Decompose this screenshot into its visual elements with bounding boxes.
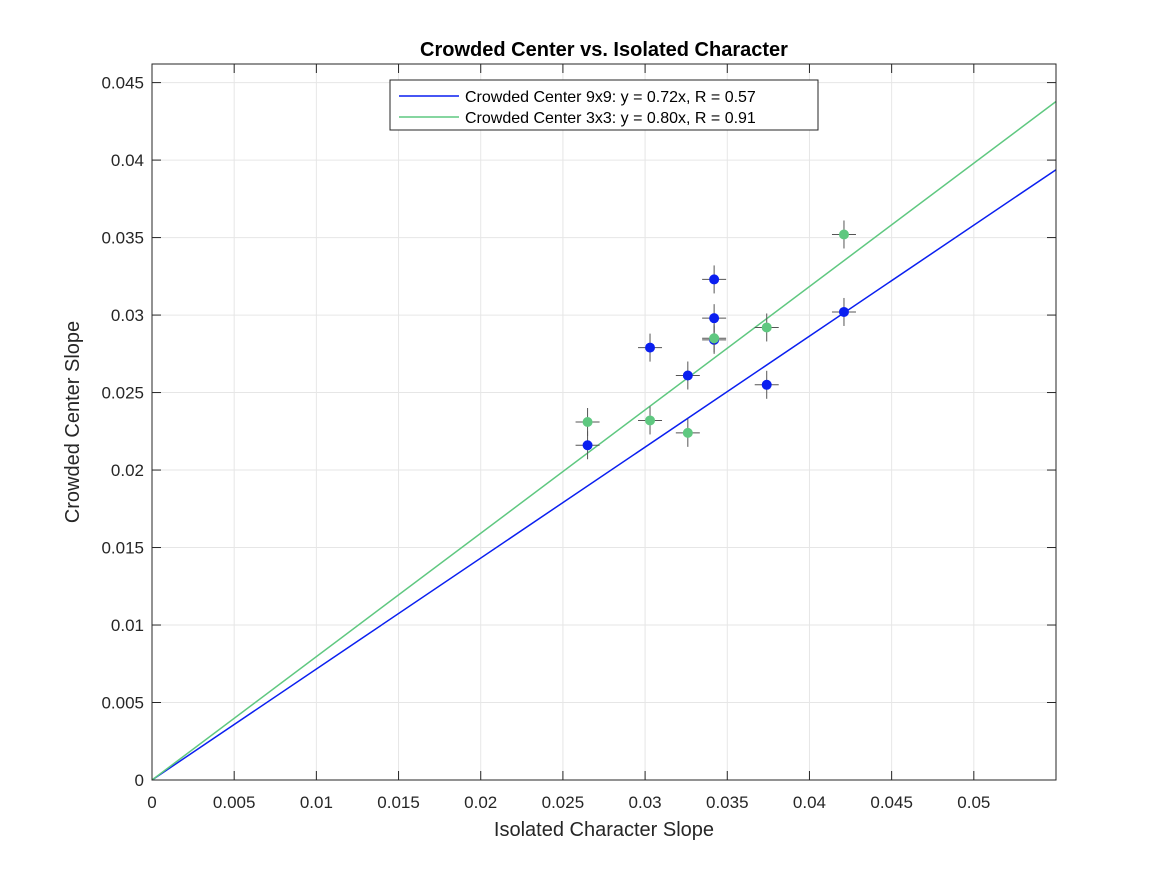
axis-ticks: 0 0.005 0.01 0.015 0.02 0.025 0.03 0.035 0.04 0.0… (101, 64, 1056, 812)
point-marker (838, 306, 849, 317)
point-marker (761, 322, 772, 333)
y-tick-label: 0.01 (111, 616, 144, 635)
y-tick-label: 0.005 (101, 694, 144, 713)
data-point-9x9 (702, 304, 727, 333)
data-point-3x3 (702, 324, 727, 353)
data-point-9x9 (675, 361, 700, 390)
x-tick-label: 0.025 (542, 793, 585, 812)
plot-frame (151, 63, 1057, 781)
data-point-9x9 (831, 297, 856, 326)
data-point-9x9 (754, 370, 779, 399)
data-point-3x3 (638, 406, 663, 435)
plot-area (152, 64, 1056, 780)
fit-line-9x9 (151, 169, 1057, 781)
x-tick-label: 0.02 (464, 793, 497, 812)
x-tick-label: 0 (147, 793, 156, 812)
chart-title: Crowded Center vs. Isolated Character (420, 39, 788, 61)
data-point-9x9 (702, 265, 727, 294)
y-tick-label: 0.025 (101, 384, 144, 403)
point-marker (582, 417, 593, 427)
point-marker (709, 274, 720, 285)
data-point-3x3 (675, 418, 700, 447)
y-tick-label: 0.02 (111, 461, 144, 480)
fit-lines (151, 100, 1057, 781)
x-tick-label: 0.05 (957, 793, 990, 812)
legend-label-3x3: Crowded Center 3x3: y = 0.80x, R = 0.91 (465, 110, 756, 127)
point-marker (582, 440, 593, 451)
x-tick-label: 0.03 (629, 793, 662, 812)
point-marker (682, 370, 693, 381)
y-axis-label: Crowded Center Slope (62, 321, 84, 523)
y-tick-label: 0.04 (111, 151, 144, 170)
y-tick-label: 0.045 (101, 74, 144, 93)
point-marker (838, 229, 849, 240)
point-marker (709, 333, 720, 344)
x-tick-label: 0.005 (213, 793, 256, 812)
x-tick-label: 0.01 (300, 793, 333, 812)
data-point-3x3 (754, 313, 779, 342)
point-marker (645, 415, 656, 426)
x-tick-label: 0.035 (706, 793, 749, 812)
legend-box (389, 79, 819, 131)
legend-label-9x9: Crowded Center 9x9: y = 0.72x, R = 0.57 (465, 89, 756, 106)
data-point-3x3 (831, 220, 856, 249)
point-marker (645, 342, 656, 353)
grid (151, 64, 1056, 781)
data-point-3x3 (575, 408, 600, 436)
data-points (575, 220, 856, 460)
point-marker (761, 379, 772, 390)
legend: Crowded Center 9x9: y = 0.72x, R = 0.57 … (389, 79, 819, 131)
y-tick-label: 0.03 (111, 306, 144, 325)
data-point-9x9 (638, 333, 663, 362)
y-tick-label: 0 (135, 771, 144, 790)
point-marker (709, 313, 720, 324)
x-tick-label: 0.045 (870, 793, 913, 812)
y-tick-label: 0.035 (101, 229, 144, 248)
fit-line-3x3 (151, 100, 1057, 781)
x-tick-label: 0.04 (793, 793, 826, 812)
point-marker (682, 427, 693, 438)
y-tick-label: 0.015 (101, 539, 144, 558)
x-tick-label: 0.015 (377, 793, 420, 812)
x-axis-label: Isolated Character Slope (494, 819, 714, 841)
